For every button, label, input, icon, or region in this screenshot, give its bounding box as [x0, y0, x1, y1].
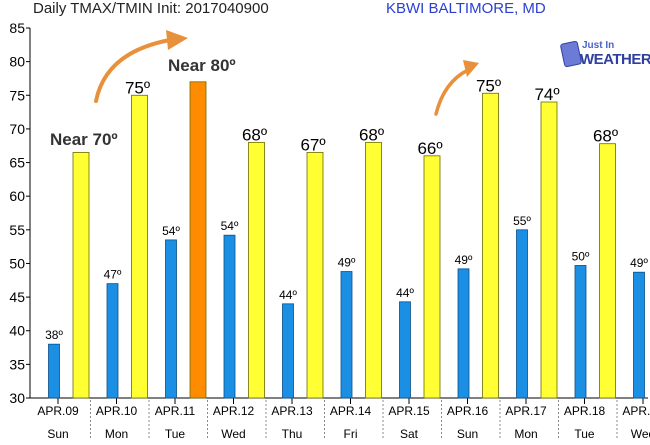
tmax-bar — [423, 155, 441, 399]
tmax-bar — [540, 101, 558, 399]
tmin-bar — [106, 283, 119, 399]
x-tick-label-date: APR.18 — [564, 404, 606, 418]
chart-axes: 30 35 40 45 50 55 60 65 70 75 80 85 APR.09 Sun APR.10 M… — [9, 20, 650, 441]
x-tick-label-date: APR.12 — [213, 404, 255, 418]
brand-logo: Just In WEATHER — [559, 40, 650, 70]
annotation-near-70: Near 70º — [50, 130, 118, 149]
x-tick-label-date: APR.19 — [622, 404, 650, 418]
tmin-bar — [48, 343, 60, 399]
y-tick-label: 75 — [9, 87, 25, 103]
x-tick-label-day: Wed — [221, 427, 245, 441]
tmax-value-label: 68º — [242, 125, 267, 144]
tmax-bar — [248, 141, 265, 399]
x-tick-label-date: APR.10 — [96, 404, 138, 418]
annotation-near-80: Near 80º — [168, 56, 236, 75]
tmin-value-label: 38º — [45, 328, 63, 342]
tmax-value-label: 67º — [300, 135, 325, 154]
x-tick-label-date: APR.15 — [388, 404, 430, 418]
logo-line2: WEATHER — [580, 51, 650, 68]
tmax-bar — [482, 92, 499, 399]
tmax-value-label: 66º — [417, 139, 442, 158]
chart-value-labels: 38º 47º 75º 54º 54º 68º 44º 67º 49º 68º 44º 66º 49º 7… — [45, 76, 648, 342]
chart-title: Daily TMAX/TMIN Init: 2017040900 — [33, 0, 269, 17]
y-tick-label: 55 — [9, 222, 25, 238]
tmin-bar — [223, 234, 236, 399]
x-tick-label-day: Sun — [47, 427, 68, 441]
y-tick-label: 45 — [9, 289, 25, 305]
tmin-value-label: 55º — [513, 214, 531, 228]
tmax-bar — [599, 143, 616, 399]
tmin-value-label: 49º — [630, 256, 648, 270]
chart-annotations: Near 70º Near 80º — [50, 30, 479, 149]
y-tick-label: 65 — [9, 155, 25, 171]
tmin-bar — [340, 271, 353, 399]
y-tick-label: 80 — [9, 54, 25, 70]
tmin-bar — [457, 268, 470, 399]
x-tick-label-day: Fri — [344, 427, 358, 441]
trend-arrow-left-head — [166, 30, 188, 50]
trend-arrow-right — [434, 68, 470, 116]
tmax-bar-highlight — [189, 81, 207, 399]
x-tick-label-day: Sun — [457, 427, 478, 441]
tmin-value-label: 50º — [572, 249, 590, 263]
x-tick-label-day: Tue — [574, 427, 595, 441]
tmin-bar — [165, 239, 177, 399]
x-tick-label-day: Tue — [165, 427, 186, 441]
x-tick-label-date: APR.13 — [271, 404, 313, 418]
x-tick-label-day: Thu — [282, 427, 303, 441]
x-tick-label-day: Mon — [514, 427, 537, 441]
tmax-bar — [365, 141, 382, 399]
logo-line1: Just In — [582, 40, 615, 51]
tmax-bar — [131, 94, 148, 399]
tmin-value-label: 49º — [455, 253, 473, 267]
trend-arrow-left — [94, 38, 172, 103]
tmin-value-label: 54º — [162, 224, 180, 238]
x-tick-label-day: Sat — [400, 427, 419, 441]
tmax-bar — [72, 152, 90, 399]
tmin-value-label: 47º — [104, 268, 122, 282]
y-tick-label: 85 — [9, 20, 25, 36]
tmin-bar — [633, 271, 645, 399]
x-tick-label-day: Mon — [105, 427, 128, 441]
y-tick-label: 50 — [9, 255, 25, 271]
station-label: KBWI BALTIMORE, MD — [386, 0, 546, 17]
x-tick-label-date: APR.16 — [447, 404, 489, 418]
y-tick-label: 35 — [9, 356, 25, 372]
tmin-bar — [282, 303, 294, 399]
tmax-value-label: 68º — [359, 125, 384, 144]
tmin-value-label: 54º — [221, 219, 239, 233]
x-tick-label-date: APR.11 — [155, 404, 196, 418]
x-tick-label-date: APR.09 — [37, 404, 79, 418]
tmax-value-label: 68º — [593, 127, 618, 146]
y-tick-label: 70 — [9, 121, 25, 137]
x-tick-label-date: APR.14 — [330, 404, 372, 418]
tmin-value-label: 44º — [279, 288, 297, 302]
tmin-value-label: 49º — [338, 256, 356, 270]
tmin-bar — [574, 265, 587, 399]
x-tick-label-date: APR.17 — [505, 404, 547, 418]
y-tick-label: 40 — [9, 323, 25, 339]
tmax-value-label: 75º — [476, 76, 501, 95]
tmax-value-label: 75º — [125, 78, 150, 97]
chart-bars — [48, 81, 645, 399]
y-tick-label: 30 — [9, 390, 25, 406]
y-tick-label: 60 — [9, 188, 25, 204]
tmax-bar — [306, 152, 324, 399]
tmin-value-label: 44º — [396, 286, 414, 300]
trend-arrow-right-head — [463, 60, 479, 77]
tmin-bar — [399, 301, 411, 399]
tmin-bar — [516, 229, 528, 399]
tmax-value-label: 74º — [534, 85, 559, 104]
x-tick-label-day: Wed — [631, 427, 650, 441]
